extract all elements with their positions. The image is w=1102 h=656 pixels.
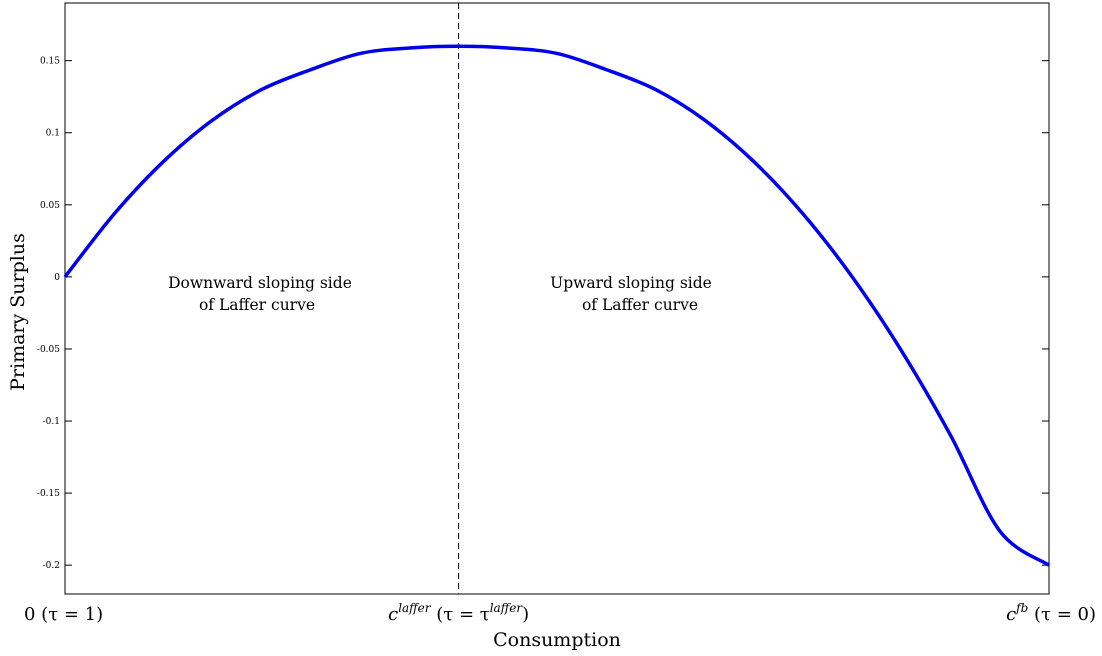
y-tick-label: -0.15	[37, 489, 60, 499]
plot-frame	[64, 2, 1050, 595]
x-category-label: claffer (τ = τlaffer)	[388, 601, 529, 625]
y-tick-label: 0.15	[40, 57, 60, 67]
annotation-upward-line1: Upward sloping side	[550, 274, 712, 292]
y-axis-ticks: -0.2 -0.15 -0.1 -0.05 0 0.05 0.1 0.15	[37, 57, 1049, 571]
x-category-label: 0 (τ = 1)	[24, 604, 103, 625]
x-axis-category-labels: 0 (τ = 1) claffer (τ = τlaffer) cfb (τ = 0…	[24, 601, 1096, 625]
annotation-upward-line2: of Laffer curve	[582, 296, 698, 314]
y-tick-label: -0.2	[43, 561, 60, 571]
y-axis-title: Primary Surplus	[7, 233, 29, 391]
y-tick-label: 0.1	[46, 129, 60, 139]
y-tick-label: -0.1	[43, 417, 60, 427]
y-tick-label: -0.05	[37, 345, 60, 355]
x-category-label: cfb (τ = 0)	[1006, 601, 1096, 625]
annotation-downward-line1: Downward sloping side	[168, 274, 352, 292]
annotation-downward-line2: of Laffer curve	[199, 296, 315, 314]
x-axis-title: Consumption	[493, 629, 621, 651]
y-tick-label: 0	[54, 273, 60, 283]
y-tick-label: 0.05	[40, 201, 60, 211]
primary-surplus-curve	[63, 44, 1050, 567]
